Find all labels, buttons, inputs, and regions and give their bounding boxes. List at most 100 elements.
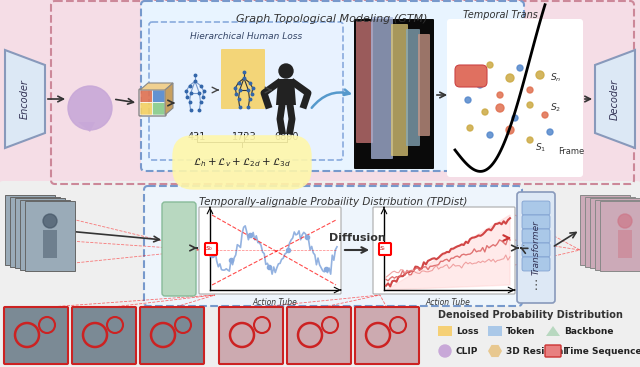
- Polygon shape: [5, 50, 45, 148]
- FancyBboxPatch shape: [522, 229, 550, 243]
- FancyBboxPatch shape: [140, 307, 204, 364]
- FancyBboxPatch shape: [140, 102, 152, 115]
- FancyBboxPatch shape: [152, 102, 165, 115]
- FancyBboxPatch shape: [38, 229, 52, 257]
- Text: $\mathcal{L}_h + \mathcal{L}_v + \mathcal{L}_{2d} + \mathcal{L}_{3d}$: $\mathcal{L}_h + \mathcal{L}_v + \mathca…: [193, 156, 291, 169]
- FancyBboxPatch shape: [140, 90, 152, 102]
- FancyBboxPatch shape: [585, 196, 635, 266]
- Text: Hierarchical Human Loss: Hierarchical Human Loss: [190, 32, 302, 41]
- Polygon shape: [276, 79, 296, 105]
- Text: Temporally-alignable Probaility Distribution (TPDist): Temporally-alignable Probaility Distribu…: [199, 197, 467, 207]
- Text: $S_0$: $S_0$: [205, 244, 213, 254]
- Text: 1723: 1723: [232, 132, 257, 142]
- Circle shape: [487, 62, 493, 68]
- FancyBboxPatch shape: [618, 230, 632, 258]
- Circle shape: [467, 125, 473, 131]
- Circle shape: [464, 68, 472, 76]
- Text: Loss: Loss: [456, 327, 479, 335]
- Polygon shape: [165, 83, 173, 115]
- Circle shape: [43, 214, 57, 228]
- Circle shape: [603, 210, 617, 224]
- FancyBboxPatch shape: [608, 227, 622, 255]
- FancyBboxPatch shape: [141, 1, 524, 171]
- Text: Transformer: Transformer: [531, 220, 541, 275]
- Text: Action Tube: Action Tube: [253, 298, 298, 307]
- Polygon shape: [78, 122, 95, 132]
- FancyBboxPatch shape: [355, 307, 419, 364]
- FancyBboxPatch shape: [447, 19, 583, 177]
- FancyBboxPatch shape: [356, 21, 373, 143]
- Circle shape: [536, 71, 544, 79]
- Circle shape: [527, 87, 533, 93]
- FancyBboxPatch shape: [371, 17, 393, 159]
- Text: Token: Token: [506, 327, 536, 335]
- FancyBboxPatch shape: [72, 307, 136, 364]
- Text: $S_n$: $S_n$: [550, 72, 561, 84]
- FancyBboxPatch shape: [418, 34, 430, 136]
- Polygon shape: [546, 326, 560, 336]
- Circle shape: [439, 345, 451, 357]
- Circle shape: [517, 65, 523, 71]
- FancyBboxPatch shape: [10, 196, 60, 266]
- Circle shape: [512, 115, 518, 121]
- FancyBboxPatch shape: [20, 200, 70, 269]
- Text: ⋮: ⋮: [530, 279, 542, 291]
- FancyBboxPatch shape: [438, 326, 452, 336]
- Polygon shape: [488, 345, 502, 357]
- FancyBboxPatch shape: [5, 195, 55, 265]
- Text: Action Tube: Action Tube: [426, 298, 470, 307]
- Circle shape: [28, 210, 42, 224]
- Text: Backbone: Backbone: [564, 327, 614, 335]
- FancyBboxPatch shape: [522, 201, 550, 215]
- Text: $S_1$: $S_1$: [535, 142, 546, 154]
- Text: Frame: Frame: [558, 148, 584, 156]
- FancyBboxPatch shape: [152, 90, 165, 102]
- FancyBboxPatch shape: [33, 227, 47, 255]
- Text: 431: 431: [188, 132, 206, 142]
- Text: $S_2$: $S_2$: [550, 102, 561, 114]
- Circle shape: [465, 97, 471, 103]
- FancyBboxPatch shape: [613, 229, 627, 257]
- Polygon shape: [595, 50, 635, 148]
- Circle shape: [547, 129, 553, 135]
- Circle shape: [33, 211, 47, 225]
- Circle shape: [23, 208, 37, 222]
- FancyBboxPatch shape: [0, 181, 640, 367]
- Circle shape: [506, 74, 514, 82]
- FancyBboxPatch shape: [488, 326, 502, 336]
- Circle shape: [477, 82, 483, 88]
- Text: Encoder: Encoder: [20, 79, 30, 119]
- FancyBboxPatch shape: [406, 29, 420, 146]
- Polygon shape: [140, 83, 173, 90]
- Circle shape: [613, 212, 627, 226]
- FancyBboxPatch shape: [43, 230, 57, 258]
- Circle shape: [608, 211, 622, 225]
- FancyBboxPatch shape: [221, 49, 265, 109]
- Text: CLIP: CLIP: [456, 346, 478, 356]
- Circle shape: [527, 102, 533, 108]
- Text: Diffusion: Diffusion: [328, 233, 385, 243]
- FancyBboxPatch shape: [603, 225, 617, 254]
- Text: Graph Topological Modeling (GTM): Graph Topological Modeling (GTM): [236, 14, 428, 24]
- Text: $S_t$: $S_t$: [379, 244, 387, 254]
- Circle shape: [68, 86, 112, 130]
- Polygon shape: [386, 215, 510, 290]
- FancyBboxPatch shape: [205, 243, 217, 255]
- FancyBboxPatch shape: [580, 195, 630, 265]
- Circle shape: [598, 208, 612, 222]
- Circle shape: [279, 64, 293, 78]
- Circle shape: [496, 104, 504, 112]
- FancyBboxPatch shape: [144, 186, 522, 306]
- FancyBboxPatch shape: [391, 24, 408, 156]
- Text: 3D Residual: 3D Residual: [506, 346, 566, 356]
- Circle shape: [618, 214, 632, 228]
- FancyBboxPatch shape: [23, 224, 37, 252]
- FancyBboxPatch shape: [595, 200, 640, 269]
- FancyBboxPatch shape: [598, 224, 612, 252]
- Circle shape: [506, 126, 514, 134]
- FancyBboxPatch shape: [4, 307, 68, 364]
- Text: Time Sequence: Time Sequence: [564, 346, 640, 356]
- FancyBboxPatch shape: [545, 345, 561, 357]
- FancyBboxPatch shape: [455, 65, 487, 87]
- FancyBboxPatch shape: [199, 207, 341, 294]
